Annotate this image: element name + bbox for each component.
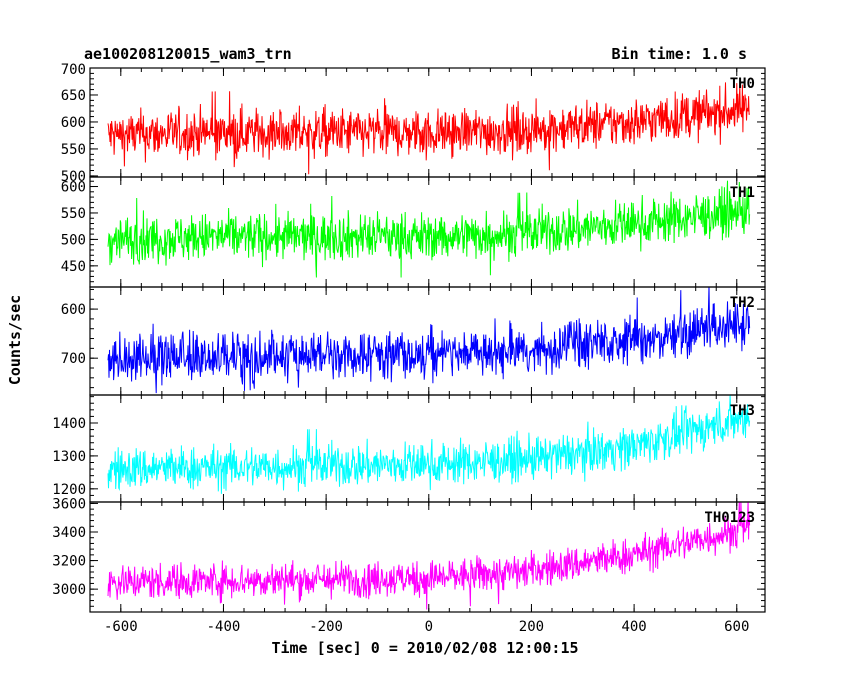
panel-th0: 700 650 600 550 500 TH0 xyxy=(61,62,766,185)
x-tick-label: -400 xyxy=(207,619,241,635)
panel-th1: 600 550 500 450 TH1 xyxy=(61,176,766,288)
y-tick-label: 650 xyxy=(61,88,86,104)
panel-label-th1: TH1 xyxy=(730,185,755,201)
series-line-th0123 xyxy=(107,502,751,610)
y-tick-label: 600 xyxy=(61,115,86,131)
y-tick-label: 1300 xyxy=(52,449,86,465)
x-axis: -600 -400 -200 0 200 400 600 xyxy=(104,619,749,635)
panel-label-th0: TH0 xyxy=(730,76,755,92)
y-tick-label: 3600 xyxy=(52,496,86,512)
series-line-th3 xyxy=(107,395,751,494)
y-tick-label: 1200 xyxy=(52,482,86,498)
panel-label-th0123: TH0123 xyxy=(704,510,755,526)
series-line-th0 xyxy=(107,82,751,175)
x-tick-label: 0 xyxy=(425,619,433,635)
panel-th2: 600 700 TH2 xyxy=(61,286,766,396)
y-axis-label: Counts/sec xyxy=(6,295,24,385)
y-tick-label: 500 xyxy=(61,169,86,185)
y-tick-label: 1400 xyxy=(52,416,86,432)
y-tick-label: 3400 xyxy=(52,525,86,541)
x-axis-label: Time [sec] 0 = 2010/02/08 12:00:15 xyxy=(271,639,578,657)
series-line-th1 xyxy=(107,180,751,278)
x-tick-label: 600 xyxy=(724,619,749,635)
y-tick-label: 3000 xyxy=(52,582,86,598)
y-tick-label: 500 xyxy=(61,232,86,248)
y-tick-label: 700 xyxy=(61,62,86,78)
bin-time-label: Bin time: 1.0 s xyxy=(612,45,747,63)
y-tick-label: 550 xyxy=(61,142,86,158)
panel-frame xyxy=(89,501,766,613)
x-tick-label: 200 xyxy=(519,619,544,635)
panel-th3: 1400 1300 1200 TH3 xyxy=(52,394,766,503)
y-tick-label: 3200 xyxy=(52,554,86,570)
panels-group: 700 650 600 550 500 TH0 600 550 500 450 TH1 600 700 T… xyxy=(52,62,766,613)
series-line-th2 xyxy=(107,287,751,394)
y-tick-label: 600 xyxy=(61,180,86,196)
panel-th0123: 3600 3400 3200 3000 TH0123 xyxy=(52,496,766,613)
x-tick-label: -600 xyxy=(104,619,138,635)
figure-title: ae100208120015_wam3_trn xyxy=(84,45,292,63)
x-tick-label: -200 xyxy=(309,619,343,635)
y-tick-label: 700 xyxy=(61,351,86,367)
y-tick-label: 550 xyxy=(61,206,86,222)
panel-label-th3: TH3 xyxy=(730,403,755,419)
panel-label-th2: TH2 xyxy=(730,295,755,311)
x-tick-label: 400 xyxy=(621,619,646,635)
y-tick-label: 450 xyxy=(61,259,86,275)
y-tick-label: 600 xyxy=(61,302,86,318)
